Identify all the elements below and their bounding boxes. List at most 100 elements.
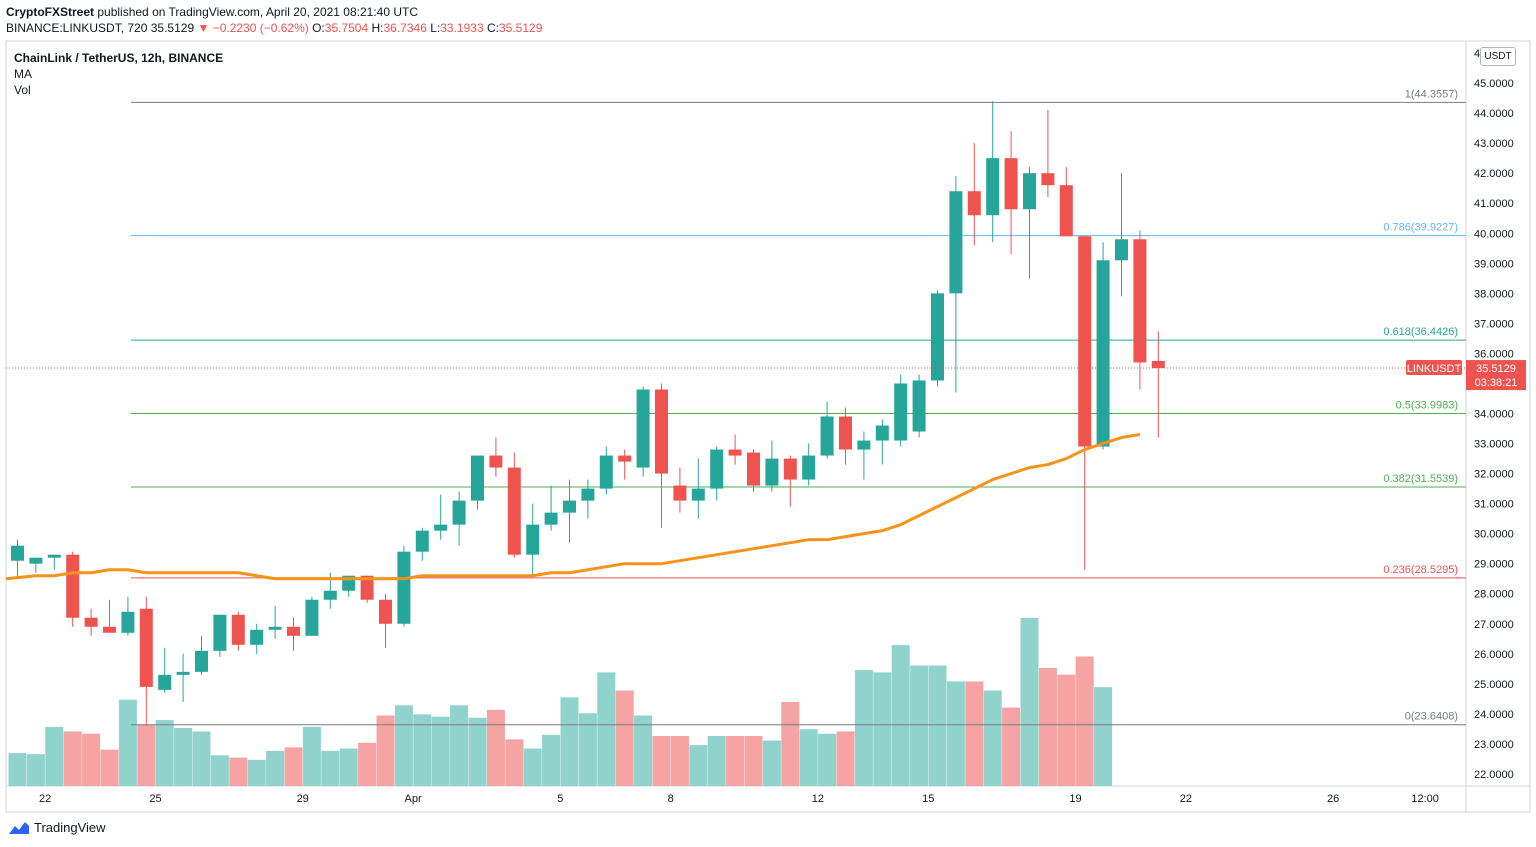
candle-body [213, 614, 227, 651]
volume-bar [578, 713, 597, 786]
volume-bar [266, 750, 285, 786]
volume-bar [45, 726, 64, 786]
volume-bars [8, 617, 1113, 786]
time-tick-label: 26 [1327, 793, 1339, 805]
close-value: 35.5129 [498, 21, 543, 35]
fib-label: 0.5(33.9983) [1396, 400, 1458, 412]
volume-bar [26, 754, 45, 786]
volume-bar [652, 736, 671, 786]
volume-bar [836, 731, 855, 786]
volume-bar [486, 709, 505, 786]
low-value: 33.1933 [440, 21, 484, 35]
volume-bar [689, 745, 708, 786]
candle-body [544, 512, 558, 525]
candle-body [139, 608, 153, 687]
candle-body [231, 614, 245, 645]
volume-bar [1020, 617, 1039, 786]
price-tick-label: 34.0000 [1474, 409, 1514, 421]
fibonacci-levels: 1(44.3557) 0.786(39.9227) 0.618(36.4426) 0.… [131, 88, 1466, 726]
price-tick-label: 28.0000 [1474, 589, 1514, 601]
close-label: C: [486, 21, 499, 35]
price-tick-label: 37.0000 [1474, 318, 1514, 330]
volume-bar [1057, 674, 1076, 786]
candle-body [655, 389, 668, 474]
volume-bar [192, 731, 211, 786]
fib-label: 0.382(31.5539) [1383, 473, 1458, 485]
price-tag-value: 35.5129 [1476, 363, 1516, 375]
fib-label: 1(44.3557) [1405, 88, 1458, 100]
candle-body [691, 488, 705, 501]
volume-bar [707, 736, 726, 786]
price-tick-label: 43.0000 [1474, 138, 1514, 150]
candle-body [875, 425, 889, 441]
price-tick-label: 42.0000 [1474, 168, 1514, 180]
volume-bar [247, 759, 266, 786]
candle-body [195, 650, 208, 672]
price-tick-label: 26.0000 [1474, 649, 1514, 661]
symbol-prefix: BINANCE:LINKUSDT, 720 [6, 21, 148, 35]
price-tick-label: 22.0000 [1474, 769, 1514, 781]
candles [11, 101, 1165, 726]
change-text: ▼ −0.2230 (−0.62%) [197, 21, 309, 35]
candle-body [599, 455, 613, 489]
currency-unit-button[interactable]: USDT [1480, 47, 1516, 66]
volume-bar [229, 757, 248, 786]
volume-bar [82, 733, 101, 786]
candle-body [250, 629, 264, 645]
price-tick-label: 45.0000 [1474, 78, 1514, 90]
volume-bar [891, 645, 910, 786]
time-axis[interactable]: 22 25 29 Apr 5 8 12 15 19 22 26 12:00 [39, 793, 1439, 805]
candle-body [710, 449, 724, 489]
time-tick-label: 25 [149, 793, 161, 805]
symbol-tag [1406, 360, 1462, 376]
countdown-value: 03:38:21 [1475, 377, 1518, 389]
tradingview-footer[interactable]: TradingView [8, 820, 106, 835]
candle-body [673, 485, 687, 501]
price-tick-label: 33.0000 [1474, 439, 1514, 451]
candle-body [397, 551, 411, 624]
candle-body [158, 674, 172, 690]
time-tick-label: 22 [39, 793, 51, 805]
candle-body [434, 524, 448, 531]
volume-bar [560, 697, 579, 786]
symbol-tag-label: LINKUSDT [1407, 363, 1462, 375]
volume-bar [762, 740, 781, 786]
fib-label: 0(23.6408) [1405, 711, 1458, 723]
candle-body [1004, 158, 1018, 210]
candle-body [728, 449, 742, 456]
candle-body [471, 455, 484, 501]
volume-bar [8, 753, 27, 786]
price-tick-label: 25.0000 [1474, 679, 1514, 691]
publisher-name: CryptoFXStreet [6, 5, 95, 19]
candle-body [47, 554, 61, 558]
volume-bar [597, 672, 616, 786]
candle-body [268, 626, 282, 630]
time-tick-label: 8 [668, 793, 674, 805]
volume-bar [321, 750, 340, 786]
volume-bar [358, 742, 377, 786]
symbol-ohlc-line: BINANCE:LINKUSDT, 720 35.5129 ▼ −0.2230 … [6, 21, 542, 35]
price-axis[interactable]: 22.0000 23.0000 24.0000 25.0000 26.0000 27.00… [1474, 48, 1514, 781]
volume-bar [910, 665, 929, 786]
volume-bar [394, 705, 413, 786]
candle-body [802, 455, 816, 480]
price-tick-label: 29.0000 [1474, 559, 1514, 571]
volume-bar [542, 734, 561, 786]
candle-body [103, 626, 116, 633]
candle-body [323, 590, 337, 600]
legend-vol[interactable]: Vol [14, 83, 31, 97]
candle-body [857, 440, 871, 450]
candle-body [912, 380, 926, 432]
candle-body [1115, 239, 1128, 261]
candle-body [176, 671, 190, 675]
time-tick-label: 12 [812, 793, 824, 805]
time-tick-label: 19 [1069, 793, 1081, 805]
volume-bar [726, 736, 745, 786]
volume-bar [1002, 707, 1021, 786]
legend-ma[interactable]: MA [14, 67, 32, 81]
candle-body [415, 530, 429, 552]
volume-bar [63, 731, 82, 786]
candle-body [1151, 360, 1165, 369]
volume-bar [818, 733, 837, 786]
